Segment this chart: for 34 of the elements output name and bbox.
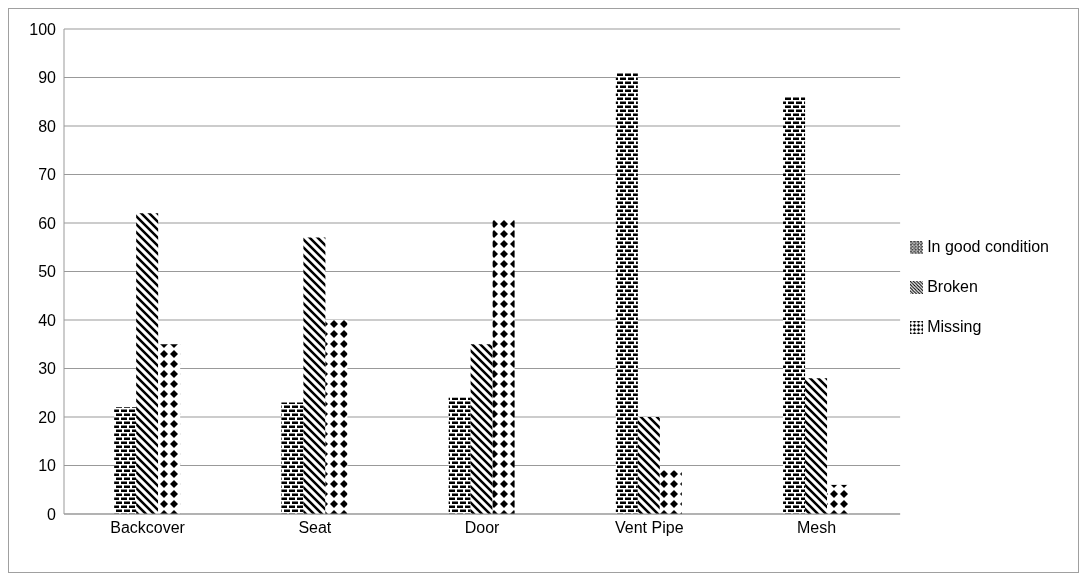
bar xyxy=(492,218,515,514)
x-tick-label: Vent Pipe xyxy=(615,519,684,537)
x-tick-label: Mesh xyxy=(796,519,837,537)
legend-label: Broken xyxy=(927,277,978,295)
bar xyxy=(783,96,806,514)
y-tick-label: 50 xyxy=(38,263,57,281)
y-tick-label: 60 xyxy=(38,214,57,232)
bar xyxy=(136,213,159,514)
y-tick-label: 20 xyxy=(38,408,57,426)
y-tick-label: 10 xyxy=(38,457,57,475)
bar xyxy=(615,72,638,514)
bar xyxy=(659,470,682,514)
bar xyxy=(281,402,304,514)
x-tick-label: Backcover xyxy=(110,519,186,537)
bar xyxy=(114,407,137,514)
bar xyxy=(448,397,471,514)
y-tick-label: 40 xyxy=(38,311,57,329)
x-tick-label: Door xyxy=(464,519,501,537)
bar xyxy=(827,484,850,514)
x-tick-label: Seat xyxy=(298,519,332,537)
legend-label: Missing xyxy=(927,317,982,335)
bar xyxy=(470,344,493,514)
y-tick-label: 100 xyxy=(29,20,57,38)
legend-label: In good condition xyxy=(927,237,1049,255)
y-tick-label: 30 xyxy=(38,360,57,378)
bar xyxy=(805,378,828,514)
bar xyxy=(303,237,326,514)
y-tick-label: 0 xyxy=(47,505,57,523)
bar xyxy=(158,344,181,514)
bar xyxy=(325,320,348,514)
y-tick-label: 70 xyxy=(38,166,57,184)
y-tick-label: 80 xyxy=(38,117,57,135)
bar xyxy=(637,417,660,514)
y-tick-label: 90 xyxy=(38,69,57,87)
